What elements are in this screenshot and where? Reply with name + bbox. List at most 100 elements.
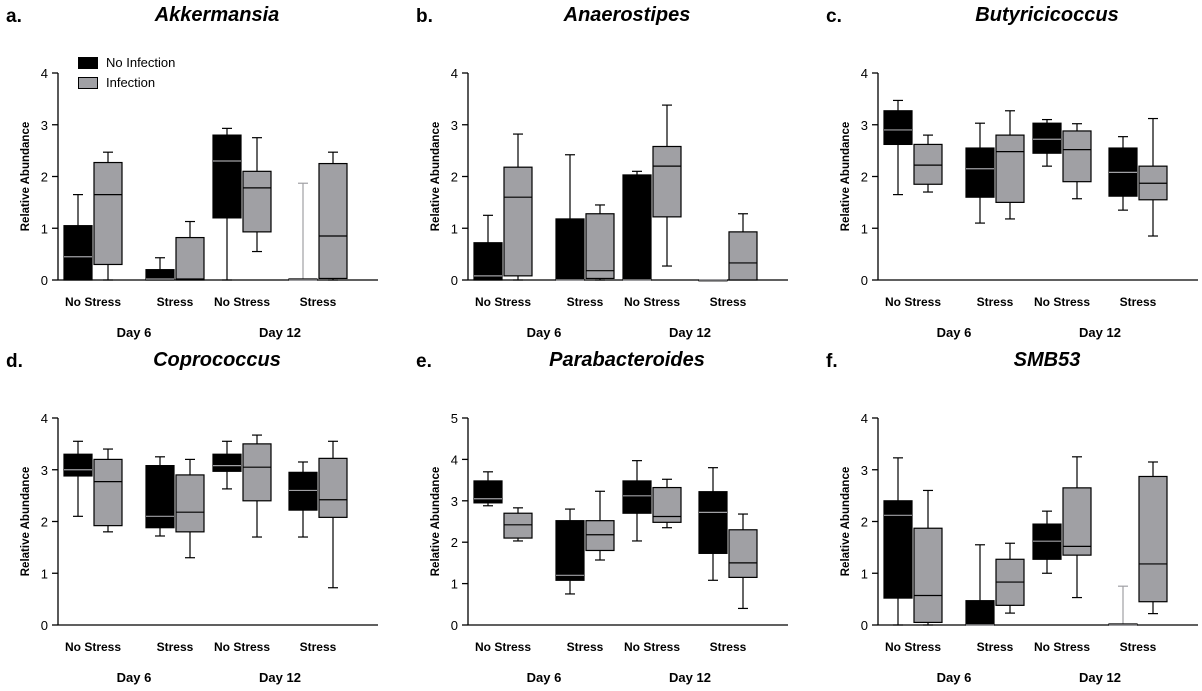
box-no-infection bbox=[622, 174, 652, 281]
panel-letter: b. bbox=[416, 6, 433, 27]
y-tick-label: 1 bbox=[451, 577, 458, 592]
y-tick-label: 0 bbox=[861, 273, 868, 288]
day-label: Day 6 bbox=[527, 325, 562, 340]
box-infection bbox=[1062, 487, 1092, 556]
box-plot-svg: 0 1 2 3 4 Relative Abundance No Stress Stress No… bbox=[430, 66, 788, 340]
box-plot-svg: 0 1 2 3 4 Relative Abundance No Stress Stress No… bbox=[20, 411, 378, 685]
box-plot-svg: 0 1 2 3 4 Relative Abundance No Stress Stress No… bbox=[20, 66, 378, 340]
day-label: Day 6 bbox=[937, 325, 972, 340]
box-infection bbox=[242, 170, 272, 233]
box-no-infection bbox=[145, 465, 175, 529]
y-tick-label: 1 bbox=[41, 221, 48, 236]
chart-panel-c: c. Butyricicoccus 0 1 2 3 4 Relative Abundance N… bbox=[820, 0, 1202, 345]
day-label: Day 6 bbox=[117, 325, 152, 340]
y-tick-label: 1 bbox=[861, 566, 868, 581]
x-tick-label: No Stress bbox=[1034, 640, 1090, 654]
x-tick-label: Stress bbox=[567, 295, 604, 309]
panel-letter: f. bbox=[826, 351, 838, 372]
panel-letter: d. bbox=[6, 351, 23, 372]
box-no-infection bbox=[288, 471, 318, 511]
box-infection bbox=[175, 474, 205, 533]
panel-letter: c. bbox=[826, 6, 842, 27]
chart-panel-b: b. Anaerostipes 0 1 2 3 4 Relative Abundance No … bbox=[410, 0, 810, 345]
panel-letter: a. bbox=[6, 6, 22, 27]
x-tick-label: Stress bbox=[977, 640, 1014, 654]
box-infection bbox=[1062, 130, 1092, 183]
box-plot-svg: 0 1 2 3 4 5 Relative Abundance No Stress Stress N… bbox=[430, 411, 788, 685]
x-tick-label: Stress bbox=[710, 295, 747, 309]
day-label: Day 6 bbox=[117, 670, 152, 685]
y-tick-label: 1 bbox=[861, 221, 868, 236]
x-tick-label: Stress bbox=[710, 640, 747, 654]
day-label: Day 12 bbox=[669, 325, 711, 340]
y-tick-label: 2 bbox=[41, 170, 48, 185]
x-tick-label: No Stress bbox=[885, 640, 941, 654]
y-tick-label: 5 bbox=[451, 411, 458, 426]
box-no-infection bbox=[212, 453, 242, 472]
y-tick-label: 3 bbox=[451, 494, 458, 509]
y-tick-label: 2 bbox=[861, 515, 868, 530]
box-infection bbox=[585, 520, 615, 552]
box-infection bbox=[503, 166, 533, 277]
chart-title: Anaerostipes bbox=[563, 4, 691, 26]
y-axis-label: Relative Abundance bbox=[840, 467, 852, 577]
x-tick-label: Stress bbox=[157, 295, 194, 309]
chart-title: Coprococcus bbox=[153, 349, 281, 371]
box-no-infection bbox=[883, 110, 913, 146]
y-tick-label: 4 bbox=[861, 66, 868, 81]
y-tick-label: 3 bbox=[41, 118, 48, 133]
legend-item: Infection bbox=[78, 73, 175, 93]
box-infection bbox=[585, 213, 615, 280]
day-label: Day 6 bbox=[937, 670, 972, 685]
box-infection bbox=[93, 458, 123, 527]
box-infection bbox=[503, 512, 533, 539]
box-infection bbox=[242, 443, 272, 502]
y-tick-label: 0 bbox=[451, 618, 458, 633]
x-tick-label: Stress bbox=[1120, 295, 1157, 309]
box-no-infection bbox=[965, 600, 995, 626]
box-infection bbox=[728, 529, 758, 578]
x-tick-label: Stress bbox=[300, 640, 337, 654]
y-tick-label: 4 bbox=[41, 411, 48, 426]
panel-letter: e. bbox=[416, 351, 432, 372]
x-tick-label: Stress bbox=[1120, 640, 1157, 654]
box-infection bbox=[1138, 475, 1168, 603]
box-no-infection bbox=[473, 242, 503, 281]
x-tick-label: Stress bbox=[157, 640, 194, 654]
chart-title: SMB53 bbox=[1013, 349, 1081, 371]
y-tick-label: 4 bbox=[41, 66, 48, 81]
box-infection bbox=[93, 161, 123, 266]
chart-panel-a: a. Akkermansia 0 1 2 3 4 Relative Abundance No S… bbox=[0, 0, 400, 345]
y-tick-label: 1 bbox=[41, 566, 48, 581]
y-tick-label: 0 bbox=[41, 273, 48, 288]
y-tick-label: 1 bbox=[451, 221, 458, 236]
box-no-infection bbox=[63, 453, 93, 477]
x-tick-label: No Stress bbox=[1034, 295, 1090, 309]
box-infection bbox=[318, 457, 348, 518]
y-tick-label: 2 bbox=[41, 515, 48, 530]
chart-title: Butyricicoccus bbox=[975, 4, 1119, 26]
x-tick-label: Stress bbox=[977, 295, 1014, 309]
box-infection bbox=[318, 162, 348, 280]
y-axis-label: Relative Abundance bbox=[430, 122, 442, 232]
day-label: Day 12 bbox=[259, 670, 301, 685]
y-tick-label: 2 bbox=[861, 170, 868, 185]
day-label: Day 12 bbox=[1079, 325, 1121, 340]
y-tick-label: 4 bbox=[861, 411, 868, 426]
x-tick-label: Stress bbox=[567, 640, 604, 654]
legend-label: No Infection bbox=[106, 55, 176, 70]
box-no-infection bbox=[1032, 122, 1062, 154]
chart-panel-e: e. Parabacteroides 0 1 2 3 4 5 Relative Abundanc… bbox=[410, 345, 810, 690]
legend-swatch bbox=[78, 77, 98, 89]
y-tick-label: 0 bbox=[41, 618, 48, 633]
legend-swatch bbox=[78, 57, 98, 69]
day-label: Day 12 bbox=[259, 325, 301, 340]
x-tick-label: No Stress bbox=[475, 295, 531, 309]
chart-panel-f: f. SMB53 0 1 2 3 4 Relative Abundance No Stress S… bbox=[820, 345, 1202, 690]
box-no-infection bbox=[883, 500, 913, 599]
y-tick-label: 4 bbox=[451, 66, 458, 81]
y-tick-label: 3 bbox=[861, 118, 868, 133]
y-tick-label: 3 bbox=[451, 118, 458, 133]
box-no-infection bbox=[473, 480, 503, 504]
